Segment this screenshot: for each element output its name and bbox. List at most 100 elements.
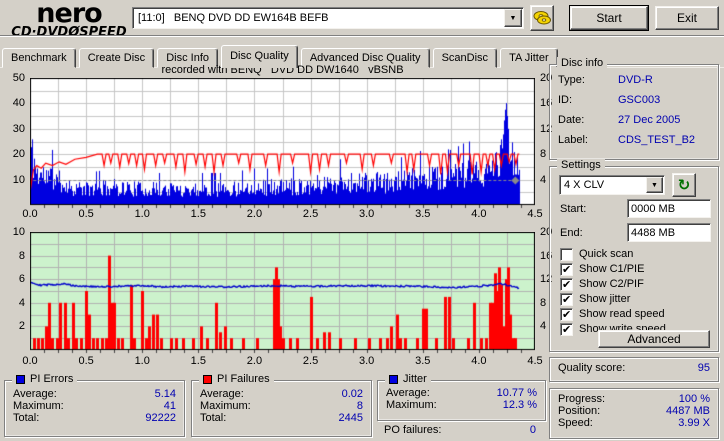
disc-label-value: CDS_TEST_B2 — [618, 134, 710, 146]
chevron-down-icon: ▼ — [651, 182, 658, 189]
axis-tick-label: 1.0 — [128, 355, 156, 367]
pi-errors-chart — [30, 78, 535, 209]
show-c2-pif-checkbox[interactable] — [560, 278, 573, 291]
show-write-speed-checkbox[interactable] — [560, 323, 573, 336]
disc-id-label: ID: — [558, 94, 572, 106]
end-position-input[interactable] — [627, 223, 711, 242]
axis-tick-label: 8 — [540, 148, 546, 160]
pi-errors-average-value: 5.14 — [155, 388, 176, 400]
show-c2-pif-label: Show C2/PIF — [579, 278, 644, 290]
toolbar-divider — [0, 35, 724, 37]
axis-tick-label: 3.0 — [353, 355, 381, 367]
pi-failures-average-value: 0.02 — [342, 388, 363, 400]
top-chart-x-axis: 0.00.51.01.52.02.53.03.54.04.5 — [30, 208, 535, 220]
axis-tick-label: 2.5 — [297, 208, 325, 220]
tab-disc-quality[interactable]: Disc Quality — [221, 45, 298, 68]
start-position-input[interactable] — [627, 199, 711, 218]
start-position-label: Start: — [560, 203, 586, 215]
axis-tick-label: 1.0 — [128, 208, 156, 220]
advanced-button-label: Advanced — [627, 332, 680, 346]
refresh-button[interactable]: ↻ — [672, 173, 696, 197]
quality-score-value: 95 — [698, 362, 710, 374]
axis-tick-label: 40 — [13, 97, 25, 109]
pi-errors-legend-swatch — [16, 375, 25, 384]
axis-tick-label: 10 — [13, 226, 25, 238]
axis-tick-label: 4.5 — [521, 355, 549, 367]
pi-failures-stats-box: PI Failures Average: 0.02 Maximum: 8 Tot… — [191, 380, 372, 437]
pi-failures-average-label: Average: — [200, 388, 244, 400]
disc-date-value: 27 Dec 2005 — [618, 114, 710, 126]
show-read-speed-checkbox[interactable] — [560, 308, 573, 321]
drive-selector-dropdown-button[interactable]: ▼ — [504, 9, 522, 27]
advanced-button[interactable]: Advanced — [598, 330, 710, 348]
show-jitter-checkbox[interactable] — [560, 293, 573, 306]
settings-title: Settings — [557, 159, 605, 171]
pi-failures-legend-swatch — [203, 375, 212, 384]
disc-type-value: DVD-R — [618, 74, 710, 86]
jitter-title-label: Jitter — [403, 373, 427, 385]
start-button[interactable]: Start — [570, 6, 648, 30]
jitter-stats-box: Jitter Average: 10.77 % Maximum: 12.3 % — [377, 380, 546, 421]
show-c1-pie-checkbox[interactable] — [560, 263, 573, 276]
settings-box: Settings 4 X CLV ▼ ↻ Start: End: Quick s… — [549, 166, 719, 352]
pi-failures-total-label: Total: — [200, 412, 226, 424]
axis-tick-label: 3.0 — [353, 208, 381, 220]
pi-failures-stats-title: PI Failures — [199, 373, 274, 385]
pi-failures-maximum-value: 8 — [357, 400, 363, 412]
chevron-down-icon: ▼ — [510, 15, 517, 22]
disc-label-label: Label: — [558, 134, 588, 146]
position-value: 4487 MB — [666, 405, 710, 417]
pi-errors-maximum-value: 41 — [164, 400, 176, 412]
progress-value: 100 % — [679, 393, 710, 405]
axis-tick-label: 8 — [540, 297, 546, 309]
quick-scan-checkbox[interactable] — [560, 248, 573, 261]
discs-icon — [533, 10, 551, 26]
end-position-label: End: — [560, 227, 583, 239]
pi-failures-maximum-label: Maximum: — [200, 400, 251, 412]
speed-label: Speed: — [558, 417, 593, 429]
drive-selector-value: [11:0] BENQ DVD DD EW164B BEFB — [133, 12, 504, 24]
axis-tick-label: 0.5 — [72, 208, 100, 220]
axis-tick-label: 0.0 — [16, 208, 44, 220]
eject-disc-button[interactable] — [530, 5, 554, 31]
quality-score-label: Quality score: — [558, 362, 625, 374]
disc-info-title: Disc info — [557, 57, 607, 69]
axis-tick-label: 4.0 — [465, 355, 493, 367]
pi-errors-total-value: 92222 — [145, 412, 176, 424]
axis-tick-label: 2.5 — [297, 355, 325, 367]
exit-button-label: Exit — [677, 11, 697, 25]
scan-speed-dropdown-button[interactable]: ▼ — [646, 177, 663, 193]
pi-errors-stats-title: PI Errors — [12, 373, 77, 385]
jitter-stats-title: Jitter — [385, 373, 431, 385]
exit-button[interactable]: Exit — [655, 6, 719, 30]
disc-type-label: Type: — [558, 74, 585, 86]
axis-tick-label: 4 — [540, 320, 546, 332]
axis-tick-label: 30 — [13, 123, 25, 135]
axis-tick-label: 1.5 — [184, 208, 212, 220]
pi-failures-jitter-chart — [30, 232, 535, 354]
po-failures-value: 0 — [530, 424, 536, 436]
axis-tick-label: 3.5 — [409, 208, 437, 220]
jitter-maximum-label: Maximum: — [386, 399, 437, 411]
quality-score-box: Quality score: 95 — [549, 357, 719, 382]
cd-dvd-speed-logo-text: CD·DVDØSPEED — [6, 26, 132, 39]
jitter-maximum-value: 12.3 % — [503, 399, 537, 411]
drive-selector[interactable]: [11:0] BENQ DVD DD EW164B BEFB ▼ — [132, 7, 524, 29]
axis-tick-label: 0.5 — [72, 355, 100, 367]
show-c1-pie-label: Show C1/PIE — [579, 263, 644, 275]
scan-speed-select[interactable]: 4 X CLV ▼ — [559, 175, 665, 195]
nero-cd-dvd-speed-window: nero CD·DVDØSPEED [11:0] BENQ DVD DD EW1… — [0, 0, 724, 441]
top-chart-left-axis: 5040302010 — [0, 78, 27, 205]
nero-logo-text: nero — [6, 0, 132, 27]
refresh-icon: ↻ — [678, 178, 691, 193]
speed-value: 3.99 X — [678, 417, 710, 429]
axis-tick-label: 10 — [13, 174, 25, 186]
axis-tick-label: 4.0 — [465, 208, 493, 220]
axis-tick-label: 1.5 — [184, 355, 212, 367]
axis-tick-label: 20 — [13, 148, 25, 160]
jitter-average-label: Average: — [386, 387, 430, 399]
jitter-legend-swatch — [389, 375, 398, 384]
bottom-chart-left-axis: 108642 — [0, 232, 27, 350]
start-button-label: Start — [596, 11, 621, 25]
progress-box: Progress: 100 % Position: 4487 MB Speed:… — [549, 388, 719, 439]
